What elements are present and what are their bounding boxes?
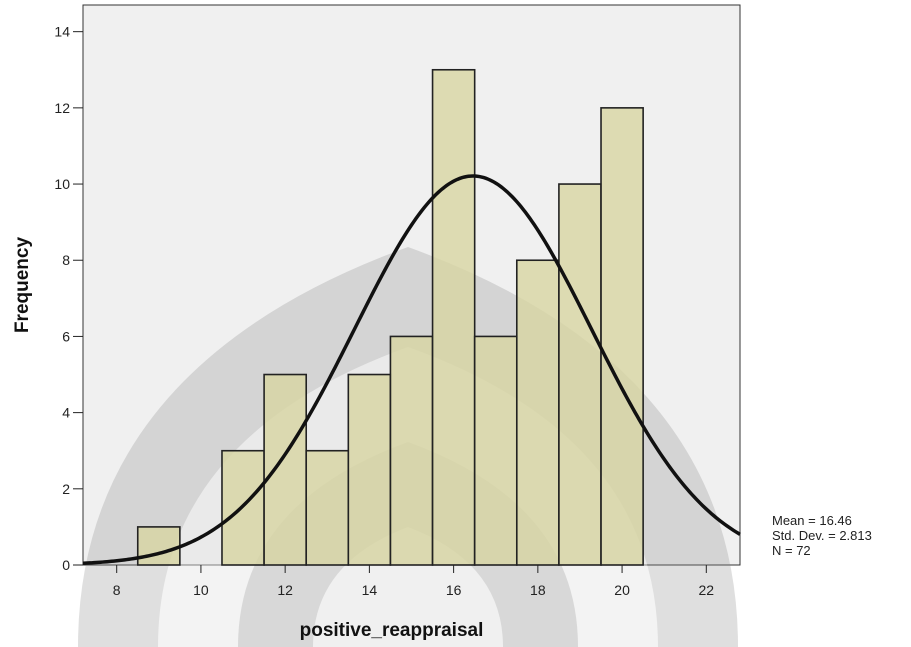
histogram-bar (431, 68, 476, 566)
histogram-bar (347, 373, 392, 566)
y-tick-label: 4 (62, 405, 70, 421)
y-axis-title: Frequency (12, 237, 33, 334)
x-tick-label: 8 (113, 582, 121, 598)
stats-legend: Mean = 16.46 Std. Dev. = 2.813 N = 72 (772, 513, 872, 558)
normal-curve (82, 174, 741, 566)
histogram-bar (473, 335, 518, 566)
stats-n: N = 72 (772, 543, 811, 558)
x-tick-label: 12 (277, 582, 293, 598)
y-tick-label: 8 (62, 252, 70, 268)
histogram-bar (600, 107, 644, 566)
x-tick-label: 18 (530, 582, 546, 598)
y-tick-label: 2 (62, 481, 70, 497)
histogram-bar (305, 449, 350, 566)
x-axis-title: positive_reappraisal (300, 620, 484, 641)
y-tick-label: 6 (62, 328, 70, 344)
y-tick-label: 0 (62, 557, 70, 573)
x-tick-label: 14 (362, 582, 378, 598)
x-tick-label: 22 (699, 582, 715, 598)
histogram-bar (515, 259, 560, 566)
x-axis: 8 10 12 14 16 18 20 22 (113, 565, 715, 598)
x-tick-label: 10 (193, 582, 209, 598)
histogram-bar (389, 335, 434, 566)
y-tick-label: 10 (54, 176, 70, 192)
stats-std-dev: Std. Dev. = 2.813 (772, 528, 872, 543)
stats-mean: Mean = 16.46 (772, 513, 852, 528)
y-tick-label: 12 (54, 100, 70, 116)
histogram-bar (136, 526, 181, 566)
histogram-bar (558, 183, 602, 566)
histogram-bars (136, 68, 644, 566)
x-tick-label: 20 (614, 582, 630, 598)
y-tick-label: 14 (54, 24, 70, 40)
histogram-bar (263, 373, 308, 566)
x-tick-label: 16 (446, 582, 462, 598)
y-axis: 0 2 4 6 8 10 12 14 (54, 24, 83, 573)
